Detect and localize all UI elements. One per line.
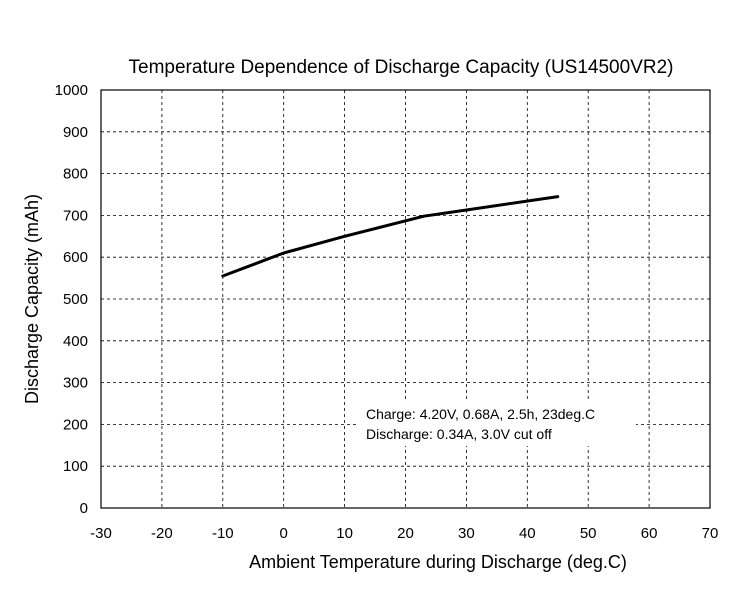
y-tick-labels: 0 100 200 300 400 500 600 700 800 900 1000 bbox=[55, 82, 88, 517]
y-tick-label: 200 bbox=[63, 416, 88, 433]
y-tick-label: 600 bbox=[63, 249, 88, 266]
x-tick-label: -20 bbox=[151, 525, 173, 542]
x-tick-label: -30 bbox=[90, 525, 112, 542]
x-tick-label: 30 bbox=[458, 525, 475, 542]
y-tick-label: 500 bbox=[63, 291, 88, 308]
x-tick-label: 0 bbox=[280, 525, 288, 542]
y-tick-label: 0 bbox=[80, 500, 88, 517]
y-tick-label: 700 bbox=[63, 207, 88, 224]
annotation-discharge: Discharge: 0.34A, 3.0V cut off bbox=[366, 426, 552, 442]
y-tick-label: 300 bbox=[63, 375, 88, 392]
plot-frame bbox=[100, 89, 711, 509]
y-tick-label: 800 bbox=[63, 166, 88, 183]
series-line bbox=[221, 195, 560, 278]
x-tick-label: -10 bbox=[212, 525, 234, 542]
x-tick-labels: -30 -20 -10 0 10 20 30 40 50 60 70 bbox=[90, 525, 718, 542]
x-tick-label: 20 bbox=[397, 525, 414, 542]
x-tick-label: 60 bbox=[641, 525, 658, 542]
x-tick-label: 40 bbox=[519, 525, 536, 542]
x-tick-label: 50 bbox=[580, 525, 597, 542]
chart-title: Temperature Dependence of Discharge Capa… bbox=[129, 57, 674, 78]
series-layer bbox=[221, 195, 560, 278]
annotation-charge: Charge: 4.20V, 0.68A, 2.5h, 23deg.C bbox=[366, 406, 595, 422]
y-tick-label: 400 bbox=[63, 333, 88, 350]
annotation-box bbox=[358, 402, 636, 446]
x-tick-label: 10 bbox=[336, 525, 353, 542]
x-tick-label: 70 bbox=[702, 525, 719, 542]
y-tick-label: 100 bbox=[63, 458, 88, 475]
y-tick-label: 900 bbox=[63, 124, 88, 141]
y-axis-label: Discharge Capacity (mAh) bbox=[22, 194, 42, 404]
x-axis-label: Ambient Temperature during Discharge (de… bbox=[249, 552, 627, 572]
y-tick-label: 1000 bbox=[55, 82, 88, 99]
